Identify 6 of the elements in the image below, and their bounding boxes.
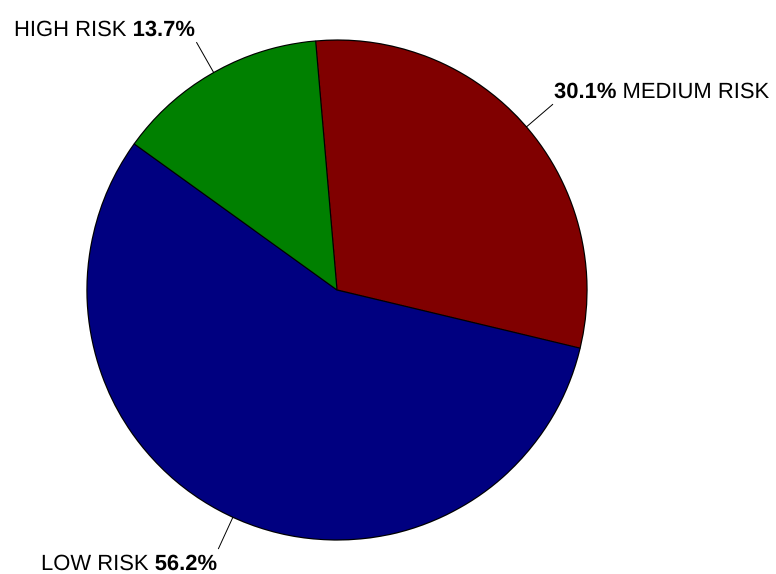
- data-label: 56.2%: [154, 550, 218, 574]
- slice-label: MEDIUM RISK: [622, 78, 770, 103]
- data-label: 30.1%: [554, 78, 616, 103]
- slice-label: LOW RISK: [41, 550, 149, 574]
- data-label: 13.7%: [132, 16, 195, 41]
- slice-label: HIGH RISK: [14, 16, 126, 41]
